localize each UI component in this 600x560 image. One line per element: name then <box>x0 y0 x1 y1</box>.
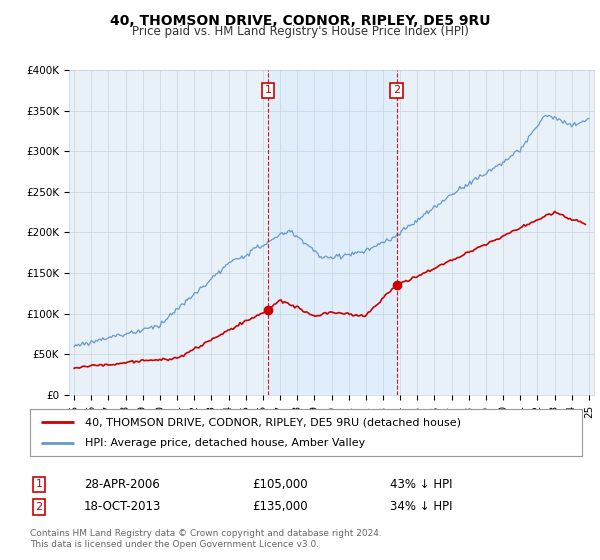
Text: 18-OCT-2013: 18-OCT-2013 <box>84 500 161 514</box>
Text: 40, THOMSON DRIVE, CODNOR, RIPLEY, DE5 9RU (detached house): 40, THOMSON DRIVE, CODNOR, RIPLEY, DE5 9… <box>85 417 461 427</box>
Text: 1: 1 <box>265 85 272 95</box>
Text: £105,000: £105,000 <box>252 478 308 491</box>
Text: 2: 2 <box>393 85 400 95</box>
Text: £135,000: £135,000 <box>252 500 308 514</box>
Text: 43% ↓ HPI: 43% ↓ HPI <box>390 478 452 491</box>
Text: 34% ↓ HPI: 34% ↓ HPI <box>390 500 452 514</box>
Text: 1: 1 <box>35 479 43 489</box>
Text: Price paid vs. HM Land Registry's House Price Index (HPI): Price paid vs. HM Land Registry's House … <box>131 25 469 38</box>
Text: 40, THOMSON DRIVE, CODNOR, RIPLEY, DE5 9RU: 40, THOMSON DRIVE, CODNOR, RIPLEY, DE5 9… <box>110 14 490 28</box>
Text: HPI: Average price, detached house, Amber Valley: HPI: Average price, detached house, Ambe… <box>85 438 365 448</box>
Text: 28-APR-2006: 28-APR-2006 <box>84 478 160 491</box>
Text: 2: 2 <box>35 502 43 512</box>
Text: Contains HM Land Registry data © Crown copyright and database right 2024.
This d: Contains HM Land Registry data © Crown c… <box>30 529 382 549</box>
Bar <box>268 70 397 395</box>
